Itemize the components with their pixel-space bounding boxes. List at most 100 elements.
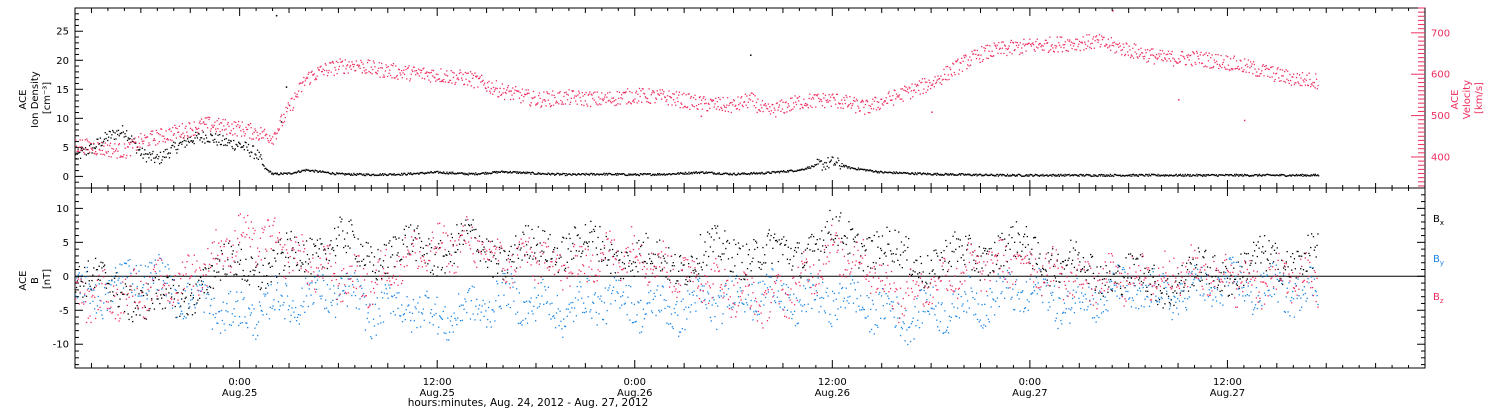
bx-point — [544, 230, 546, 232]
velocity-point — [128, 142, 130, 144]
velocity-point — [1311, 84, 1313, 86]
velocity-point — [606, 96, 608, 98]
velocity-point — [699, 96, 701, 98]
density-point — [415, 172, 418, 175]
velocity-point — [1055, 47, 1057, 49]
velocity-point — [781, 99, 783, 101]
by-point — [150, 272, 152, 274]
bx-point — [659, 239, 661, 241]
density-point — [912, 172, 914, 175]
velocity-point — [390, 64, 392, 66]
bx-point — [1278, 280, 1280, 282]
density-point — [1222, 174, 1224, 176]
velocity-point — [538, 92, 541, 94]
bx-point — [1033, 237, 1035, 239]
bx-point — [262, 264, 264, 266]
density-point — [605, 172, 608, 175]
velocity-point — [1013, 49, 1015, 52]
bx-point — [457, 248, 459, 251]
velocity-point — [249, 137, 251, 139]
velocity-point — [1212, 65, 1215, 68]
velocity-point — [1055, 45, 1058, 47]
velocity-point — [412, 70, 414, 73]
velocity-point — [730, 111, 732, 114]
bx-point — [914, 271, 916, 273]
velocity-point — [569, 103, 571, 105]
velocity-point — [588, 93, 590, 95]
velocity-point — [1112, 42, 1114, 44]
density-point — [668, 173, 670, 175]
velocity-point — [821, 100, 823, 102]
velocity-point — [949, 67, 951, 69]
density-point — [223, 138, 226, 141]
density-point — [559, 173, 562, 175]
velocity-point — [701, 108, 704, 110]
velocity-point — [746, 95, 748, 97]
velocity-point — [137, 146, 139, 148]
velocity-point — [1161, 59, 1163, 61]
density-point — [514, 171, 516, 173]
bx-point — [630, 270, 632, 272]
by-point — [97, 295, 99, 298]
bx-point — [123, 310, 126, 313]
density-point — [255, 154, 257, 156]
density-point — [1234, 175, 1237, 177]
bx-point — [257, 263, 259, 265]
bx-point — [665, 276, 667, 278]
bx-point — [1237, 261, 1239, 263]
density-point — [945, 173, 948, 175]
by-point — [174, 288, 176, 291]
bx-point — [953, 251, 955, 253]
density-point — [773, 171, 775, 173]
velocity-point — [1069, 44, 1072, 46]
bx-point — [1072, 247, 1075, 249]
velocity-point — [463, 83, 465, 86]
velocity-point — [796, 97, 798, 99]
bx-point — [1155, 299, 1157, 302]
velocity-point — [289, 105, 291, 107]
by-point — [99, 299, 101, 302]
density-point — [669, 173, 671, 175]
velocity-point — [806, 104, 809, 106]
velocity-point — [1210, 67, 1213, 69]
bx-point — [554, 247, 556, 249]
bx-point — [1120, 293, 1123, 295]
velocity-point — [280, 116, 282, 118]
density-point — [279, 172, 282, 174]
bx-point — [1060, 262, 1062, 265]
velocity-point — [139, 146, 141, 148]
density-point — [1084, 175, 1086, 177]
velocity-point — [541, 101, 544, 103]
by-point — [206, 293, 208, 295]
velocity-point — [1041, 44, 1043, 46]
density-point — [603, 172, 605, 174]
velocity-point — [192, 129, 194, 132]
density-point — [1234, 173, 1236, 176]
by-point — [275, 275, 277, 277]
velocity-point — [381, 67, 384, 69]
by-point — [106, 309, 108, 312]
density-point — [1135, 175, 1137, 177]
velocity-point — [721, 107, 723, 110]
bx-point — [197, 299, 199, 301]
density-point — [1290, 175, 1293, 177]
density-point — [349, 174, 352, 176]
by-point — [211, 328, 214, 330]
velocity-point — [110, 156, 112, 158]
velocity-point — [414, 70, 416, 72]
bx-point — [360, 243, 362, 246]
bx-point — [1314, 246, 1316, 248]
velocity-point — [1051, 44, 1053, 46]
by-point — [132, 268, 135, 270]
velocity-point — [506, 89, 508, 91]
bx-point — [1234, 278, 1237, 280]
velocity-point — [1101, 35, 1103, 37]
bx-point — [266, 274, 268, 277]
density-point — [936, 172, 939, 175]
density-point — [274, 172, 276, 175]
velocity-point — [903, 89, 905, 91]
density-point — [561, 173, 563, 176]
velocity-point — [1301, 84, 1303, 87]
density-point — [341, 172, 344, 174]
density-point — [1264, 174, 1266, 177]
